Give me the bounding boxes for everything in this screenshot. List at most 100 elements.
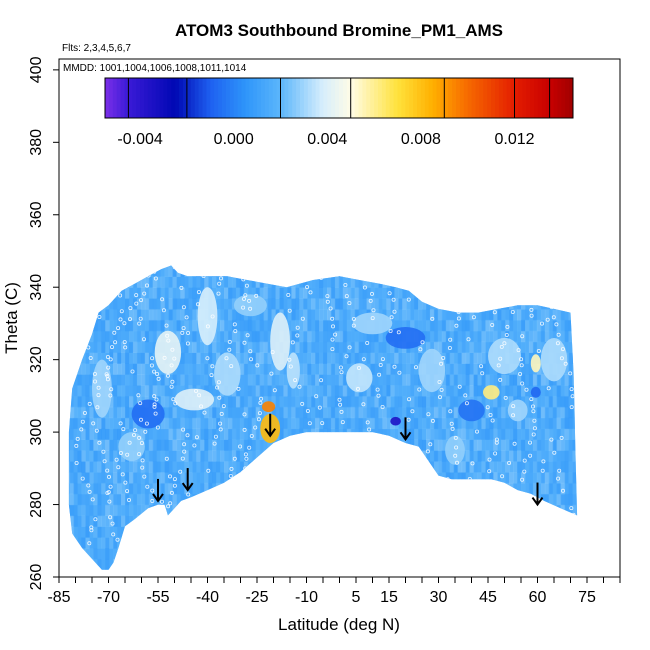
curtain-cell (568, 374, 574, 386)
curtain-cell (287, 308, 292, 321)
curtain-cell (148, 352, 154, 364)
curtain-cell (73, 558, 79, 570)
curtain-cell (260, 244, 265, 256)
curtain-cell (469, 352, 475, 364)
curtain-cell (469, 482, 475, 495)
curtain-cell (287, 244, 292, 256)
curtain-cell (311, 276, 316, 288)
curtain-cell (140, 265, 146, 267)
curtain-cell (160, 428, 166, 440)
curtain-cell (525, 482, 530, 495)
curtain-cell (188, 374, 193, 386)
curtain-cell (576, 341, 578, 353)
colorbar-cell (307, 78, 313, 118)
curtain-cell (449, 515, 455, 527)
curtain-cell (231, 537, 237, 549)
curtain-cell (192, 472, 197, 484)
curtain-cell (505, 385, 510, 397)
curtain-cell (180, 276, 185, 288)
anomaly-patch (352, 312, 393, 335)
curtain-cell (69, 515, 75, 527)
curtain-cell (113, 504, 118, 517)
curtain-cell (441, 385, 447, 397)
curtain-cell (164, 417, 170, 430)
curtain-cell (485, 428, 490, 440)
curtain-cell (342, 450, 348, 462)
curtain-cell (406, 298, 411, 310)
curtain-cell (192, 537, 197, 549)
curtain-cell (370, 265, 376, 267)
curtain-cell (152, 472, 158, 484)
colorbar-cell (362, 78, 367, 118)
curtain-cell (113, 515, 118, 527)
curtain-cell (564, 276, 570, 288)
curtain-cell (220, 439, 225, 451)
curtain-cell (525, 341, 530, 353)
curtain-cell (105, 308, 110, 321)
curtain-cell (402, 287, 407, 299)
curtain-cell (453, 537, 459, 549)
curtain-cell (140, 298, 146, 310)
curtain-cell (196, 406, 201, 419)
track-point (531, 409, 536, 414)
curtain-cell (457, 428, 463, 440)
curtain-cell (410, 385, 415, 397)
track-point (470, 461, 475, 466)
curtain-cell (77, 276, 83, 288)
curtain-cell (239, 515, 245, 527)
curtain-cell (85, 504, 90, 517)
curtain-cell (501, 298, 506, 310)
curtain-cell (465, 265, 471, 267)
curtain-cell (263, 558, 269, 570)
track-point (336, 536, 341, 541)
curtain-cell (77, 395, 83, 408)
curtain-cell (390, 450, 395, 462)
curtain-cell (148, 482, 154, 495)
curtain-cell (283, 558, 288, 570)
curtain-cell (532, 276, 538, 288)
curtain-cell (433, 308, 439, 321)
curtain-cell (346, 298, 352, 310)
curtain-cell (556, 461, 562, 473)
curtain-cell (69, 537, 75, 549)
curtain-cell (437, 406, 443, 419)
curtain-cell (303, 515, 308, 527)
curtain-cell (540, 504, 546, 517)
curtain-cell (544, 493, 550, 506)
curtain-cell (152, 504, 158, 517)
curtain-cell (548, 406, 554, 419)
curtain-cell (148, 308, 154, 321)
curtain-cell (437, 450, 443, 462)
curtain-cell (204, 428, 209, 440)
colorbar-cell (210, 78, 215, 118)
curtain-cell (433, 341, 439, 353)
curtain-cell (180, 450, 185, 462)
curtain-cell (212, 395, 217, 408)
curtain-cell (176, 308, 182, 321)
curtain-cell (81, 526, 86, 538)
curtain-cell (271, 298, 277, 310)
curtain-cell (473, 330, 479, 343)
curtain-cell (453, 482, 459, 495)
curtain-cell (121, 287, 126, 299)
curtain-cell (366, 504, 372, 517)
curtain-cell (525, 526, 530, 538)
track-point (82, 340, 87, 345)
curtain-cell (212, 461, 217, 473)
track-point (89, 525, 94, 530)
curtain-cell (323, 417, 328, 430)
curtain-cell (271, 265, 277, 267)
curtain-cell (414, 308, 419, 321)
curtain-cell (216, 395, 221, 408)
curtain-cell (125, 537, 130, 549)
curtain-cell (477, 287, 482, 299)
curtain-cell (540, 385, 546, 397)
curtain-cell (180, 493, 185, 506)
curtain-cell (220, 417, 225, 430)
curtain-cell (362, 341, 368, 353)
curtain-cell (81, 428, 86, 440)
curtain-cell (533, 244, 538, 256)
curtain-cell (461, 265, 467, 277)
y-tick-label: 280 (28, 491, 45, 518)
curtain-cell (267, 504, 273, 517)
